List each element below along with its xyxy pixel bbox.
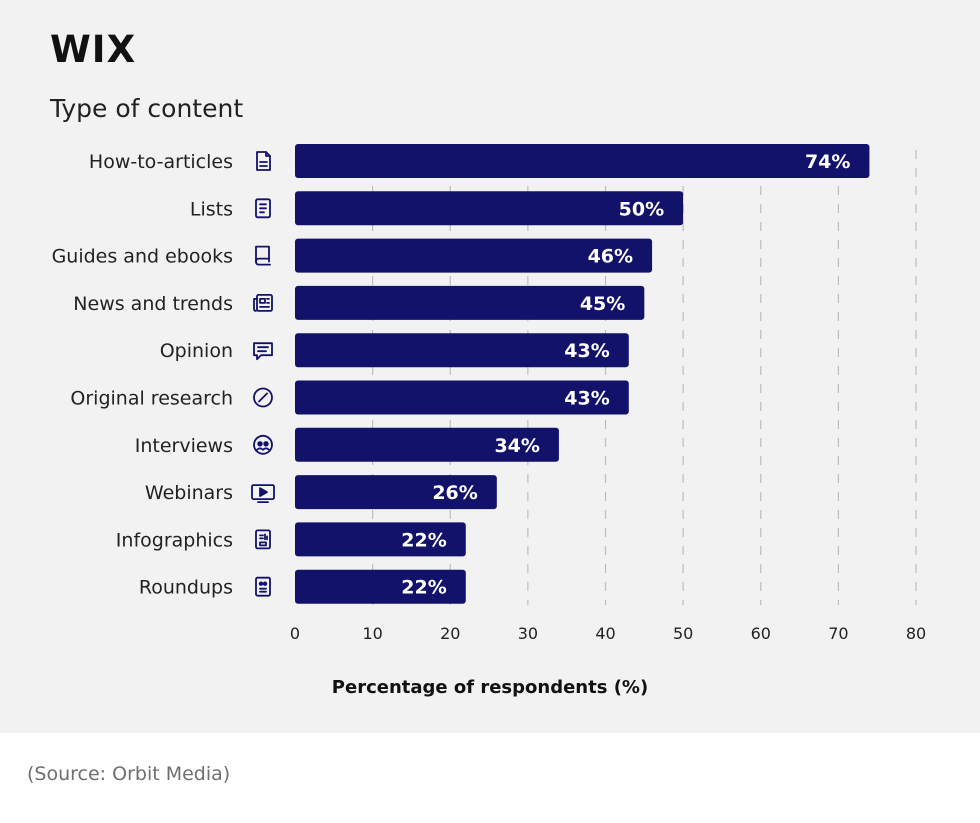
research-icon [253, 387, 273, 408]
bar-value-label: 74% [805, 151, 850, 173]
category-label: Original research [70, 388, 233, 410]
x-tick-label: 30 [518, 624, 538, 643]
bar-value-label: 50% [619, 198, 664, 220]
x-tick-label: 10 [362, 624, 382, 643]
newspaper-icon [253, 293, 273, 312]
bar [295, 380, 629, 415]
bar [295, 427, 559, 462]
bar [295, 333, 629, 368]
video-play-icon [251, 484, 275, 504]
roundup-icon [255, 576, 271, 597]
category-label: Opinion [160, 340, 233, 362]
bar-value-label: 22% [401, 529, 446, 551]
bar [295, 238, 653, 273]
x-tick-label: 40 [595, 624, 615, 643]
chat-icon [253, 342, 273, 361]
bar-value-label: 43% [564, 340, 609, 362]
infographic-icon [255, 529, 271, 550]
wix-logo: WIX [50, 28, 137, 71]
x-tick-label: 0 [290, 624, 300, 643]
category-label: How-to-articles [89, 151, 233, 173]
x-tick-label: 20 [440, 624, 460, 643]
bar-value-label: 22% [401, 577, 446, 599]
category-label: Webinars [145, 482, 233, 504]
category-label: Interviews [135, 435, 233, 457]
bar-chart: 0 10 20 30 40 50 60 70 80 Percentage of responden… [52, 144, 926, 698]
bar [295, 191, 684, 226]
category-label: Guides and ebooks [52, 246, 233, 268]
x-tick-label: 80 [906, 624, 926, 643]
bar-value-label: 34% [494, 435, 539, 457]
bar [295, 522, 466, 557]
interviews-icon [253, 434, 273, 455]
category-label: Lists [190, 198, 233, 220]
x-tick-label: 60 [751, 624, 771, 643]
bar-value-label: 45% [580, 293, 625, 315]
document-icon [256, 151, 271, 171]
category-label: Roundups [139, 577, 233, 599]
x-axis-title: Percentage of respondents (%) [332, 677, 648, 698]
category-label: News and trends [73, 293, 233, 315]
bar [295, 569, 466, 604]
bar [295, 475, 497, 510]
book-icon [255, 245, 271, 266]
source-note: (Source: Orbit Media) [27, 763, 231, 785]
bar-value-label: 26% [432, 482, 477, 504]
chart-title: Type of content [50, 94, 244, 123]
category-label: Infographics [116, 529, 233, 551]
bar [295, 285, 645, 320]
bar-value-label: 43% [564, 388, 609, 410]
x-tick-label: 50 [673, 624, 693, 643]
bar [295, 144, 870, 178]
list-icon [255, 198, 271, 219]
x-tick-label: 70 [828, 624, 848, 643]
bar-value-label: 46% [588, 246, 633, 268]
